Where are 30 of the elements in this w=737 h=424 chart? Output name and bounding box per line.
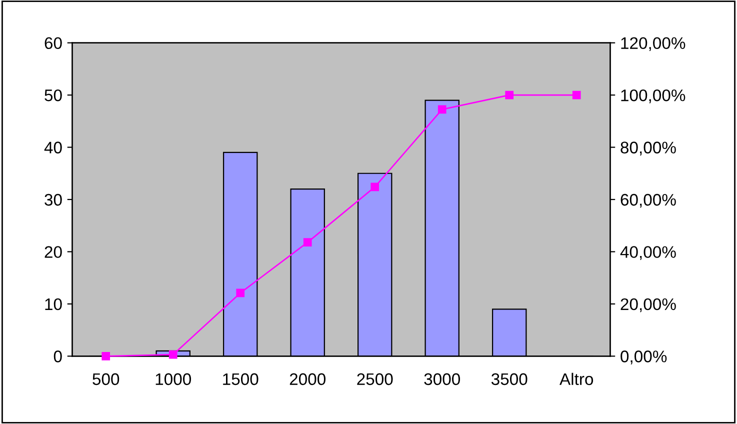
y-tick-label: 20 (44, 246, 62, 258)
x-tick-label: 1500 (223, 373, 258, 386)
y-tick-label: 40 (44, 142, 62, 154)
y-tick-label: 10 (45, 298, 62, 310)
x-tick-label: 2500 (357, 373, 393, 386)
y-tick-label: 30 (44, 194, 62, 206)
y-tick-label: 0 (54, 350, 62, 362)
point (236, 288, 245, 298)
x-tick-label: 3500 (491, 373, 528, 386)
x-tick-label: 3000 (424, 373, 460, 386)
y-tick-label: 50 (44, 89, 62, 102)
point (438, 105, 446, 114)
y2-tick-label: 80,00% (620, 142, 676, 156)
y2-tick-label: 60,00% (620, 194, 676, 208)
y2-tick-label: 120,00% (621, 37, 686, 51)
x-tick-label: 500 (92, 373, 120, 386)
point (102, 352, 110, 360)
y2-tick-label: 100,00% (621, 89, 686, 104)
point (572, 90, 581, 100)
point (168, 350, 178, 359)
point (370, 182, 380, 192)
y2-tick-label: 20,00% (620, 298, 676, 312)
point (505, 90, 514, 100)
y2-tick-label: 0,00% (620, 350, 667, 364)
y2-tick-label: 40,00% (620, 246, 676, 260)
x-tick-label: Altro (560, 372, 594, 386)
x-tick-label: 1000 (156, 373, 191, 386)
y-tick-label: 60 (44, 37, 62, 50)
point (303, 238, 312, 246)
x-tick-label: 2000 (290, 373, 326, 386)
